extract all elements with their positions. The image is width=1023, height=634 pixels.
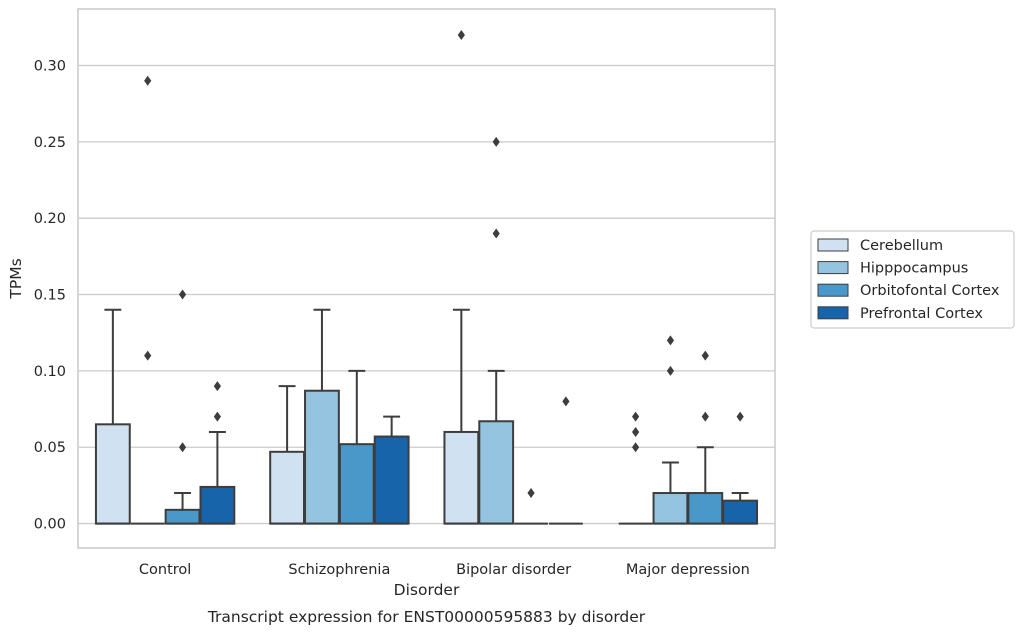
x-tick-label: Control: [139, 562, 191, 578]
outlier-point: [736, 411, 744, 422]
box: [94, 423, 131, 525]
legend-label: Hipppocampus: [860, 261, 968, 277]
box: [269, 450, 306, 525]
outlier-point: [492, 136, 500, 147]
x-axis-ticks: Control Schizophrenia Bipolar disorder Majo…: [139, 562, 750, 578]
outlier-point: [666, 335, 675, 346]
box: [478, 420, 515, 525]
box-prefrontal-cortex: [199, 381, 236, 525]
legend: Cerebellum Hipppocampus Orbitofontal Corte…: [810, 230, 1015, 329]
outlier-point: [213, 381, 221, 392]
outlier-point: [632, 442, 640, 453]
box-hipppocampus: [130, 75, 165, 525]
box-orbitofontal-cortex: [514, 488, 548, 525]
outlier-point: [632, 411, 640, 422]
y-axis-ticks: 0.00 0.05 0.10 0.15 0.20 0.25 0.30: [34, 58, 66, 532]
outlier-point: [632, 426, 640, 437]
y-tick-label: 0.15: [34, 288, 66, 304]
legend-frame: [810, 230, 1015, 329]
box-cerebellum: [94, 308, 131, 525]
outlier-point: [213, 411, 221, 422]
gridlines: [78, 64, 775, 525]
legend-swatch: [817, 306, 849, 320]
y-tick-label: 0.05: [34, 440, 66, 456]
legend-label: Prefrontal Cortex: [860, 306, 983, 322]
box: [687, 492, 724, 525]
box-prefrontal-cortex: [548, 396, 583, 525]
y-tick-label: 0.25: [34, 135, 66, 151]
box-cerebellum: [443, 29, 480, 525]
y-axis-label: TPMs: [7, 258, 25, 299]
y-tick-label: 0.30: [34, 58, 66, 74]
box-hipppocampus: [478, 136, 515, 525]
outlier-point: [144, 350, 152, 361]
box-prefrontal-cortex: [373, 415, 410, 525]
plot-area: [94, 29, 759, 525]
box: [164, 508, 201, 525]
outlier-point: [144, 75, 152, 86]
y-tick-label: 0.20: [34, 211, 66, 227]
axes-frame: [77, 8, 776, 549]
box-cerebellum: [618, 411, 653, 525]
box-prefrontal-cortex: [722, 411, 759, 525]
x-tick-label: Schizophrenia: [288, 562, 390, 578]
outlier-point: [701, 350, 709, 361]
legend-label: Cerebellum: [860, 238, 943, 254]
legend-label: Orbitofontal Cortex: [860, 283, 1000, 299]
x-tick-label: Major depression: [626, 562, 750, 578]
chart-caption: Transcript expression for ENST0000059588…: [207, 608, 646, 626]
outlier-point: [666, 365, 675, 376]
legend-swatch: [817, 238, 849, 252]
box-hipppocampus: [304, 308, 340, 525]
box: [652, 492, 689, 525]
box-cerebellum: [269, 385, 306, 525]
x-axis-label: Disorder: [394, 581, 460, 599]
outlier-point: [527, 488, 535, 499]
box: [338, 443, 375, 525]
outlier-point: [178, 289, 187, 300]
box-orbitofontal-cortex: [164, 289, 201, 525]
box-hipppocampus: [652, 335, 689, 525]
box: [722, 499, 759, 525]
y-tick-label: 0.10: [34, 364, 66, 380]
outlier-point: [492, 228, 500, 239]
outlier-point: [457, 29, 465, 40]
legend-swatch: [817, 261, 849, 275]
box-orbitofontal-cortex: [687, 350, 724, 525]
legend-swatch: [817, 283, 849, 297]
outlier-point: [562, 396, 570, 407]
box: [373, 435, 410, 525]
box: [443, 430, 480, 525]
box-orbitofontal-cortex: [338, 369, 375, 525]
y-tick-label: 0.00: [34, 517, 66, 533]
outlier-point: [701, 411, 709, 422]
x-tick-label: Bipolar disorder: [456, 562, 571, 578]
box: [199, 485, 236, 525]
box: [304, 389, 340, 525]
outlier-point: [178, 442, 187, 453]
